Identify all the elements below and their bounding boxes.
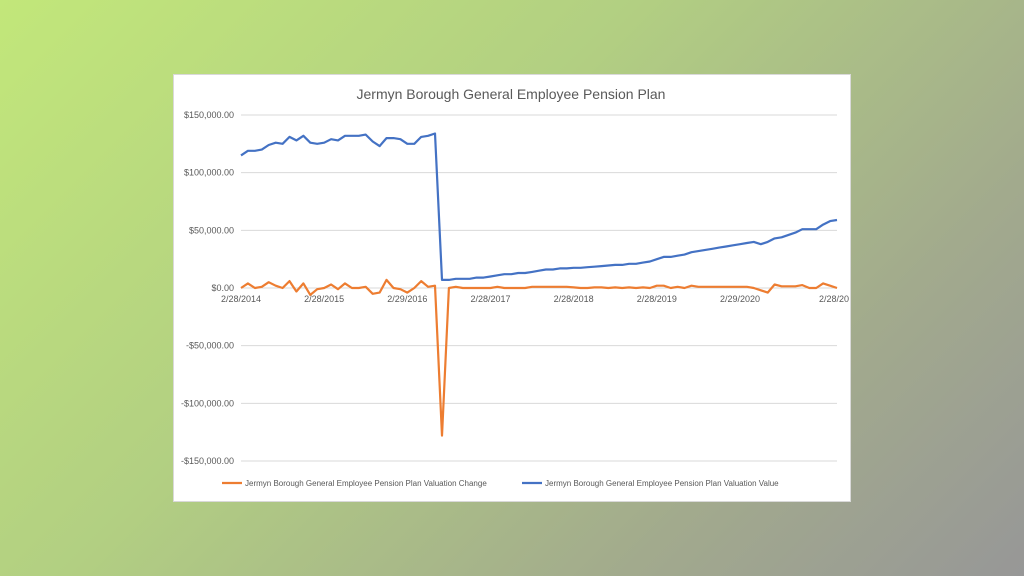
x-tick-label: 2/28/2019 — [637, 294, 677, 304]
series-line-valuation-value — [240, 132, 838, 281]
x-tick-label: 2/28/2015 — [304, 294, 344, 304]
legend-label: Jermyn Borough General Employee Pension … — [245, 479, 487, 488]
legend: Jermyn Borough General Employee Pension … — [222, 479, 779, 488]
y-tick-label: $150,000.00 — [184, 110, 234, 120]
y-tick-label: -$150,000.00 — [181, 456, 234, 466]
x-tick-label: 2/28/2014 — [221, 294, 261, 304]
y-tick-label: -$100,000.00 — [181, 398, 234, 408]
x-tick-label: 2/28/20 — [819, 294, 849, 304]
chart-card: $150,000.00 $100,000.00 $50,000.00 $0.00 -$5… — [173, 74, 851, 502]
x-axis-labels: 2/28/2014 2/28/2015 2/29/2016 2/28/2017 2/28… — [221, 294, 849, 304]
x-tick-label: 2/29/2016 — [387, 294, 427, 304]
chart-title: Jermyn Borough General Employee Pension … — [357, 86, 666, 102]
series-line-valuation-change — [240, 278, 838, 437]
y-tick-label: $0.00 — [211, 283, 234, 293]
y-tick-label: -$50,000.00 — [186, 341, 234, 351]
y-axis-labels: $150,000.00 $100,000.00 $50,000.00 $0.00 -$5… — [181, 110, 234, 466]
series-lines — [240, 132, 838, 437]
x-tick-label: 2/28/2017 — [470, 294, 510, 304]
y-tick-label: $50,000.00 — [189, 225, 234, 235]
x-tick-label: 2/29/2020 — [720, 294, 760, 304]
x-tick-label: 2/28/2018 — [554, 294, 594, 304]
legend-label: Jermyn Borough General Employee Pension … — [545, 479, 779, 488]
y-tick-label: $100,000.00 — [184, 168, 234, 178]
line-chart: $150,000.00 $100,000.00 $50,000.00 $0.00 -$5… — [181, 86, 849, 488]
